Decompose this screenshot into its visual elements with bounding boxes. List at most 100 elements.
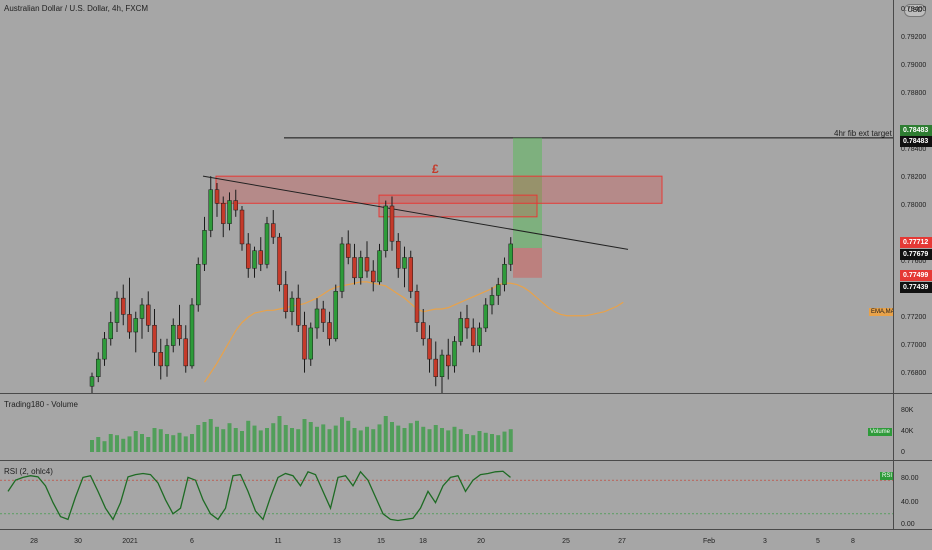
- rsi-axis-tick: 40.00: [901, 499, 919, 506]
- volume-bar: [365, 426, 369, 452]
- candle-body: [389, 205, 395, 242]
- price-tag: 0.77499: [900, 270, 932, 281]
- candle-body: [471, 327, 476, 346]
- volume-bar: [358, 430, 363, 452]
- volume-badge[interactable]: Volume: [868, 428, 893, 436]
- rsi-title: RSI (2, ohlc4): [4, 467, 53, 476]
- time-axis-tick: Feb: [702, 538, 716, 545]
- time-axis-tick: 6: [190, 538, 194, 545]
- rsi-canvas: [0, 470, 893, 522]
- price-axis-tick: 0.79000: [901, 62, 927, 69]
- volume-bar: [427, 429, 432, 452]
- volume-bar: [327, 429, 332, 452]
- rsi-pane[interactable]: RSI (2, ohlc4) RSI: [0, 461, 893, 529]
- price-axis-tick: 0.76800: [901, 370, 927, 377]
- candle-body: [427, 338, 432, 360]
- volume-bar: [240, 431, 244, 452]
- candle-body: [414, 291, 420, 323]
- candle-body: [308, 327, 313, 360]
- candle-body: [246, 243, 251, 269]
- candle-body: [127, 314, 132, 333]
- candle-body: [339, 243, 345, 292]
- volume-bar: [352, 428, 357, 452]
- volume-bar: [277, 416, 282, 452]
- price-chart-pane[interactable]: Australian Dollar / U.S. Dollar, 4h, FXC…: [0, 0, 893, 393]
- candle-body: [408, 257, 413, 292]
- candle-body: [333, 291, 338, 340]
- volume-bar: [183, 436, 188, 452]
- candle-body: [114, 297, 120, 323]
- candle-body: [314, 308, 320, 329]
- volume-bar: [140, 434, 144, 452]
- volume-bar: [452, 426, 457, 452]
- volume-bar: [433, 425, 438, 452]
- candle-body: [296, 297, 301, 326]
- time-axis-tick: 18: [419, 538, 427, 545]
- candle-body: [102, 338, 107, 360]
- price-axis-tick: 0.78000: [901, 202, 927, 209]
- currency-button[interactable]: USD: [904, 4, 926, 17]
- symbol-title: Australian Dollar / U.S. Dollar, 4h, FXC…: [4, 4, 149, 13]
- candle-body: [371, 270, 376, 283]
- volume-bar: [321, 424, 326, 452]
- volume-axis-tick: 0: [901, 449, 905, 456]
- price-tag: 0.78483: [900, 136, 932, 147]
- volume-bar: [252, 425, 257, 452]
- volume-bar: [371, 429, 376, 452]
- candle-body: [196, 264, 201, 306]
- price-axis-tick: 0.77600: [901, 258, 927, 265]
- candle-body: [302, 324, 307, 360]
- candle-body: [227, 200, 232, 224]
- time-axis-tick: 30: [74, 538, 82, 545]
- price-axis-tick: 0.79200: [901, 34, 927, 41]
- time-axis-tick: 5: [816, 538, 820, 545]
- time-axis-tick: 13: [333, 538, 341, 545]
- rsi-badge[interactable]: RSI: [880, 472, 893, 480]
- volume-bar: [471, 435, 476, 452]
- time-axis-separator: [0, 529, 932, 530]
- volume-bar: [446, 430, 451, 452]
- candle-body: [214, 189, 220, 204]
- volume-bar: [333, 425, 338, 452]
- volume-bar: [296, 429, 301, 452]
- candle-body: [258, 250, 263, 265]
- price-tag: 0.77679: [900, 249, 932, 260]
- pane-separator[interactable]: [0, 460, 932, 461]
- candle-body: [452, 341, 457, 367]
- candle-body: [239, 209, 245, 245]
- time-axis-tick: 25: [562, 538, 570, 545]
- volume-bar: [408, 423, 413, 452]
- volume-bar: [271, 423, 276, 452]
- time-axis-tick: 8: [851, 538, 855, 545]
- candle-body: [446, 354, 451, 367]
- candle-body: [146, 304, 151, 326]
- candle-body: [164, 345, 170, 367]
- volume-bar: [196, 425, 201, 452]
- volume-bar: [96, 437, 101, 452]
- price-tag: 0.77712: [900, 237, 932, 248]
- fib-target-label: 4hr fib ext target: [834, 129, 892, 138]
- volume-pane[interactable]: Trading180 - Volume Volume: [0, 394, 893, 460]
- ema-badge[interactable]: EMA,MA: [869, 308, 893, 316]
- volume-bar: [490, 434, 494, 452]
- price-chart-canvas[interactable]: [0, 0, 893, 393]
- volume-bar: [421, 426, 426, 452]
- volume-bar: [133, 431, 138, 452]
- volume-bar: [115, 435, 119, 452]
- candle-body: [502, 264, 507, 285]
- price-axis[interactable]: [893, 0, 932, 529]
- volume-bar: [440, 428, 444, 452]
- candle-body: [233, 200, 238, 211]
- pane-separator[interactable]: [0, 393, 932, 394]
- volume-bar: [483, 432, 488, 452]
- time-axis-tick: 3: [763, 538, 767, 545]
- price-axis-tick: 0.77000: [901, 342, 927, 349]
- volume-bar: [90, 440, 94, 452]
- rsi-axis-tick: 80.00: [901, 475, 919, 482]
- candle-body: [208, 189, 213, 231]
- volume-bar: [302, 419, 307, 452]
- volume-axis-tick: 80K: [901, 407, 914, 414]
- candle-body: [152, 324, 157, 353]
- candle-body: [96, 358, 101, 377]
- time-axis[interactable]: 28 30 2021 6 11 13 15 18 20 25 27 Feb 3 5 8: [0, 530, 932, 550]
